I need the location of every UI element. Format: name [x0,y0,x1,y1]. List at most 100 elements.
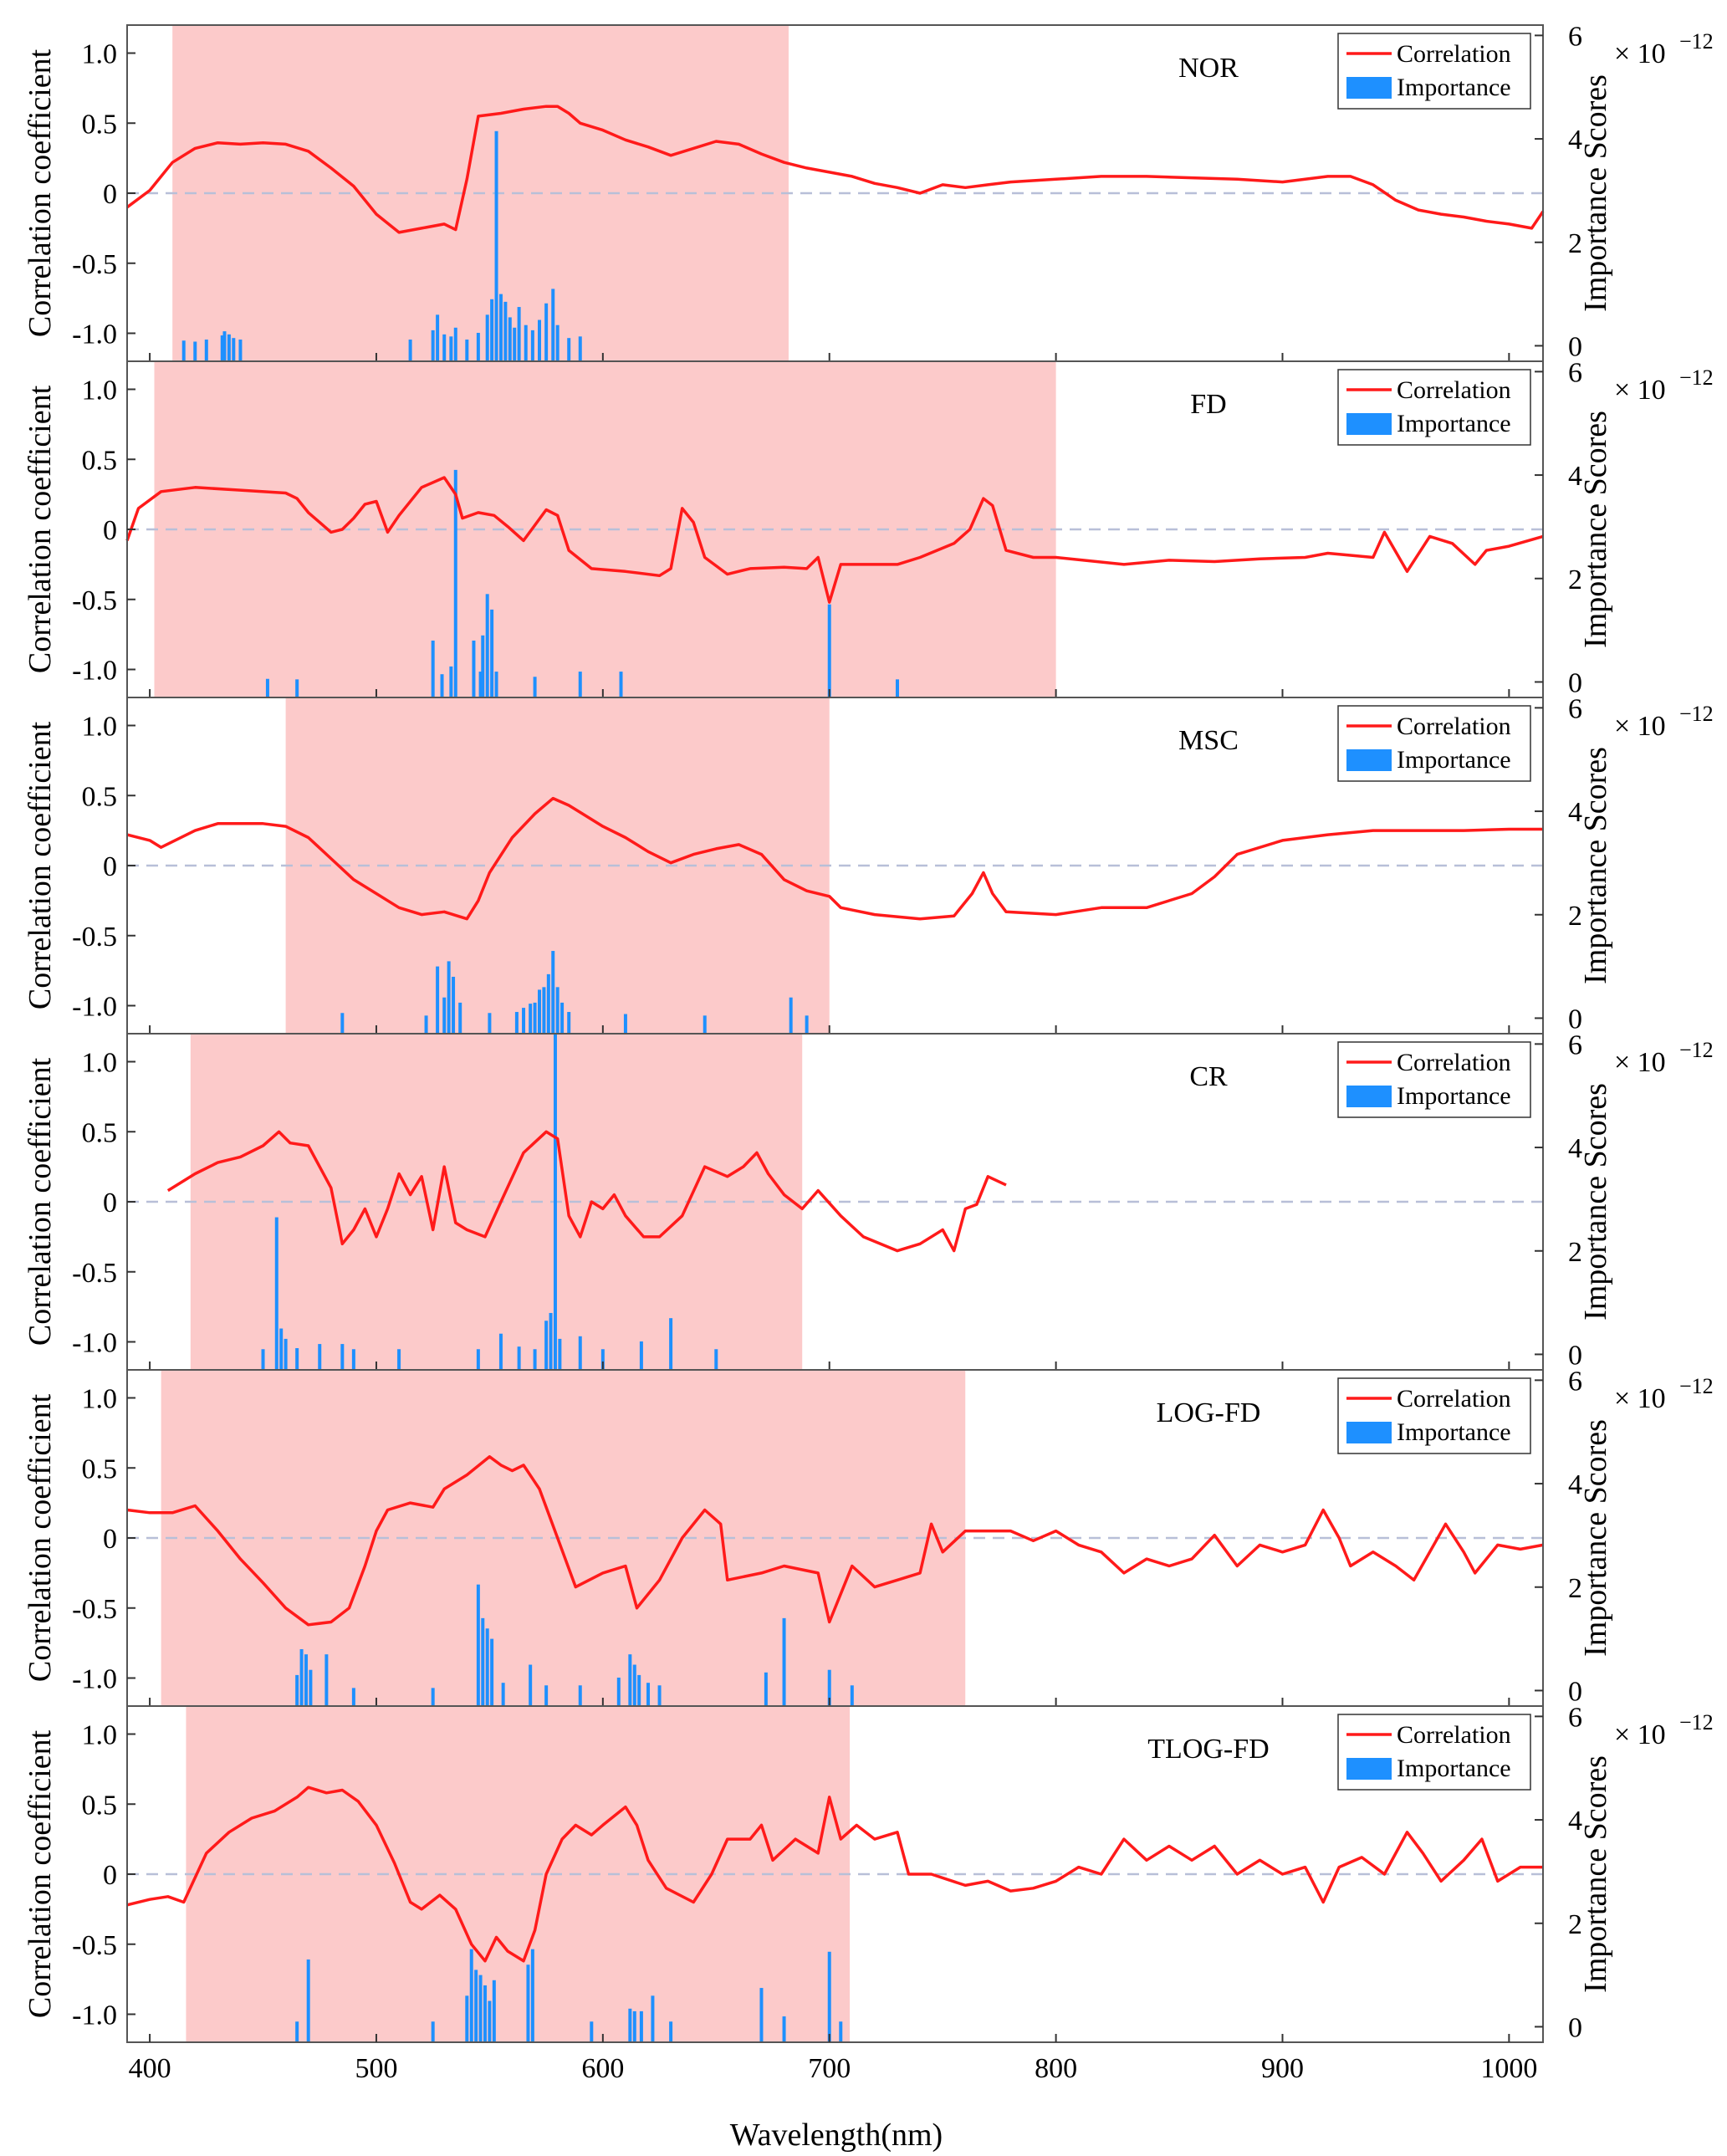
y2-tick-label: 0 [1568,667,1582,698]
y-tick-label: 0.5 [82,1790,118,1821]
importance-bar [238,340,243,361]
importance-bar [517,1346,521,1370]
axis-exponent: −12 [1679,1710,1714,1735]
importance-bar [600,1349,605,1370]
legend-bar-swatch [1346,1422,1392,1443]
x-tick-label: 900 [1261,2053,1304,2084]
right-axis-label: Importance Scores [1578,1419,1613,1657]
right-axis-label: Importance Scores [1578,74,1613,312]
importance-bar [397,1349,401,1370]
legend-label-importance: Importance [1397,1418,1511,1446]
y-tick-label: -1.0 [72,992,117,1023]
importance-bar [827,1951,831,2042]
importance-bar [306,1959,310,2042]
importance-bar [227,334,231,361]
y-tick-label: 0 [103,1188,117,1218]
y2-tick-label: 2 [1568,1237,1582,1268]
importance-bar [478,1975,483,2042]
importance-bar [619,672,623,697]
importance-bar [440,674,444,697]
y-tick-label: -0.5 [72,1594,117,1625]
y2-tick-label: 6 [1568,1366,1582,1397]
importance-bar [295,1348,299,1370]
importance-bar [490,609,494,697]
y2-tick-label: 2 [1568,1573,1582,1604]
importance-bar [485,1628,489,1706]
legend-label-correlation: Correlation [1397,713,1511,740]
y2-tick-label: 2 [1568,228,1582,259]
importance-bar [578,1336,582,1370]
panel-tlog-fd: 1.0 0.5 0 -0.5 -1.0 6 4 2 0 Correlation coefficie… [23,1702,1714,2043]
legend-label-importance: Importance [1397,1755,1511,1782]
y2-tick-label: 0 [1568,1340,1582,1371]
importance-bar [827,604,831,697]
importance-bar [261,1349,265,1370]
importance-bar [488,1013,492,1034]
importance-bar [498,294,503,361]
importance-bar [452,976,456,1034]
importance-bar [476,1349,480,1370]
importance-bar [436,314,440,361]
y2-tick-label: 4 [1568,1133,1582,1164]
importance-bar [442,997,447,1034]
importance-bar [449,336,453,361]
importance-bar [181,340,186,361]
importance-bar [469,1949,473,2042]
legend-label-correlation: Correlation [1397,40,1511,68]
importance-bar [424,1015,428,1034]
y-tick-label: 0.5 [82,445,118,476]
importance-bar [555,324,559,361]
importance-bar [503,301,508,361]
y-tick-label: 1.0 [82,39,118,70]
y-tick-label: 1.0 [82,1720,118,1751]
importance-bar [524,324,528,361]
legend-label-importance: Importance [1397,746,1511,774]
left-axis-label: Correlation coefficient [23,1729,58,2018]
importance-bar [476,332,480,361]
importance-bar [340,1344,345,1370]
importance-bar [442,334,447,361]
importance-bar [340,1013,345,1034]
importance-bar [628,2008,632,2042]
importance-bar [578,1685,582,1706]
axis-multiplier: × 10 [1614,1047,1666,1078]
left-axis-label: Correlation coefficient [23,385,58,673]
importance-bar [478,672,483,697]
legend-bar-swatch [1346,1086,1392,1107]
right-axis-label: Importance Scores [1578,411,1613,648]
importance-bar [669,1318,673,1370]
importance-bar [517,307,521,361]
importance-bar [453,469,457,697]
legend-bar-swatch [1346,77,1392,99]
importance-bar [553,1034,557,1370]
y2-tick-label: 2 [1568,565,1582,595]
importance-bar [474,1970,478,2042]
importance-bar [782,1617,786,1706]
legend-bar-swatch [1346,749,1392,771]
y-tick-label: -1.0 [72,1664,117,1695]
importance-bar [544,1685,549,1706]
importance-bar [304,1654,308,1706]
importance-bar [651,1995,655,2042]
right-axis-label: Importance Scores [1578,1755,1613,1993]
y2-tick-label: 6 [1568,21,1582,52]
importance-bar [530,330,534,361]
y-tick-label: 1.0 [82,1384,118,1415]
left-axis-label: Correlation coefficient [23,49,58,337]
panel-title: CR [1189,1061,1228,1092]
y-tick-label: -0.5 [72,922,117,953]
importance-bar [628,1654,632,1706]
y-tick-label: -0.5 [72,1930,117,1961]
importance-bar [295,1674,299,1706]
importance-bar [764,1672,768,1706]
importance-bar [805,1015,809,1034]
y-tick-label: 0.5 [82,1117,118,1148]
legend-bar-swatch [1346,413,1392,435]
importance-bar [560,1002,565,1034]
importance-bar [632,2010,636,2042]
y-tick-label: -1.0 [72,2000,117,2031]
importance-bar [549,1312,553,1370]
y-tick-label: -0.5 [72,249,117,280]
axis-multiplier: × 10 [1614,1383,1666,1414]
importance-bar [449,666,453,697]
